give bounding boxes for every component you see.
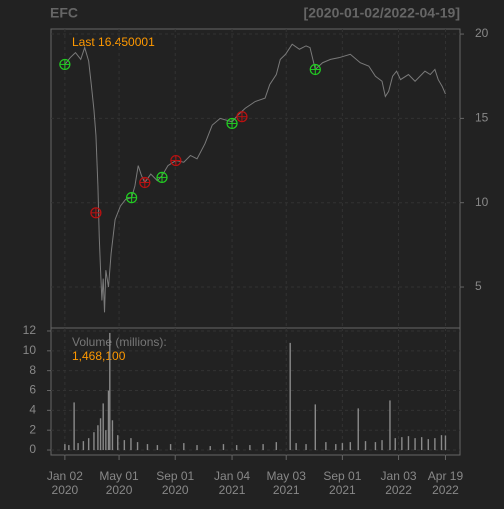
volume-bar bbox=[427, 439, 429, 451]
volume-bar bbox=[130, 438, 132, 451]
volume-bar bbox=[64, 444, 66, 451]
volume-bar bbox=[295, 443, 297, 451]
y-tick-label: 6 bbox=[29, 383, 36, 397]
volume-bar bbox=[77, 443, 79, 451]
signal-marker bbox=[309, 63, 321, 76]
volume-bar bbox=[93, 432, 95, 451]
volume-bar bbox=[440, 435, 443, 451]
volume-bar bbox=[235, 445, 238, 451]
price-line bbox=[64, 43, 446, 313]
y-tick-label: 0 bbox=[29, 442, 36, 456]
signal-marker bbox=[156, 171, 168, 184]
volume-bar bbox=[68, 445, 70, 451]
volume-bar bbox=[107, 390, 110, 451]
volume-bar bbox=[374, 442, 377, 451]
volume-bar bbox=[381, 440, 383, 451]
volume-bar bbox=[249, 445, 251, 451]
volume-bar bbox=[275, 442, 278, 451]
signal-marker bbox=[170, 154, 182, 167]
volume-bar bbox=[156, 445, 159, 451]
volume-bar bbox=[209, 446, 211, 451]
volume-bar bbox=[289, 342, 291, 451]
volume-bar bbox=[87, 438, 90, 451]
volume-bar bbox=[314, 404, 316, 451]
last-label: Last 16.450001 bbox=[72, 35, 155, 49]
y-tick-label: 4 bbox=[29, 403, 36, 417]
date-range: [2020-01-02/2022-04-19] bbox=[304, 5, 460, 21]
volume-value: 1,468,100 bbox=[72, 349, 126, 363]
volume-bar bbox=[444, 435, 447, 451]
volume-bar bbox=[105, 430, 107, 451]
x-tick-label: Jan 04 2021 bbox=[214, 469, 251, 497]
y-tick-label: 10 bbox=[475, 195, 489, 209]
volume-bar bbox=[111, 420, 114, 451]
volume-bar bbox=[73, 402, 75, 451]
volume-bar bbox=[136, 442, 139, 451]
volume-bar bbox=[222, 444, 225, 451]
volume-bar bbox=[146, 444, 149, 451]
chart-title: EFC bbox=[50, 5, 78, 21]
y-tick-label: 8 bbox=[29, 363, 36, 377]
volume-bar bbox=[335, 444, 337, 451]
volume-bar bbox=[99, 418, 102, 451]
volume-bar bbox=[394, 438, 396, 451]
x-tick-label: Jan 02 2020 bbox=[46, 469, 83, 497]
signal-marker bbox=[59, 58, 71, 71]
volume-bar bbox=[434, 438, 436, 451]
y-tick-label: 2 bbox=[29, 422, 36, 436]
y-tick-label: 10 bbox=[23, 343, 37, 357]
volume-bar bbox=[401, 437, 403, 451]
y-tick-label: 15 bbox=[475, 111, 489, 125]
x-tick-label: Sep 01 2021 bbox=[323, 469, 362, 497]
volume-bar bbox=[262, 444, 264, 451]
y-tick-label: 20 bbox=[475, 26, 489, 40]
x-tick-label: May 01 2020 bbox=[99, 469, 139, 497]
volume-bar bbox=[420, 437, 423, 451]
volume-bar bbox=[414, 438, 416, 451]
x-tick-label: May 03 2021 bbox=[266, 469, 306, 497]
signal-marker bbox=[226, 117, 238, 130]
volume-bar bbox=[341, 443, 344, 451]
volume-bar bbox=[389, 400, 391, 451]
y-tick-label: 12 bbox=[23, 323, 37, 337]
volume-bar bbox=[109, 332, 111, 451]
volume-bar bbox=[97, 425, 99, 451]
x-tick-label: Jan 03 2022 bbox=[380, 469, 417, 497]
volume-bar bbox=[117, 435, 119, 451]
signal-marker bbox=[139, 176, 151, 189]
signal-marker bbox=[126, 192, 138, 204]
signal-marker bbox=[90, 207, 102, 219]
x-tick-label: Apr 19 2022 bbox=[427, 469, 464, 497]
volume-bar bbox=[123, 440, 126, 451]
volume-bar bbox=[407, 436, 410, 451]
volume-bar bbox=[364, 441, 367, 451]
volume-bar bbox=[305, 444, 307, 451]
volume-bar bbox=[102, 403, 104, 451]
volume-bar bbox=[357, 408, 359, 451]
volume-bar bbox=[325, 442, 327, 451]
volume-bar bbox=[349, 442, 352, 451]
volume-bar bbox=[183, 443, 185, 451]
volume-bar bbox=[169, 444, 172, 451]
x-tick-label: Sep 01 2020 bbox=[156, 469, 195, 497]
signal-marker bbox=[236, 111, 248, 123]
volume-bar bbox=[82, 441, 85, 451]
y-tick-label: 5 bbox=[475, 279, 482, 293]
volume-bar bbox=[196, 445, 198, 451]
volume-panel bbox=[50, 327, 461, 456]
